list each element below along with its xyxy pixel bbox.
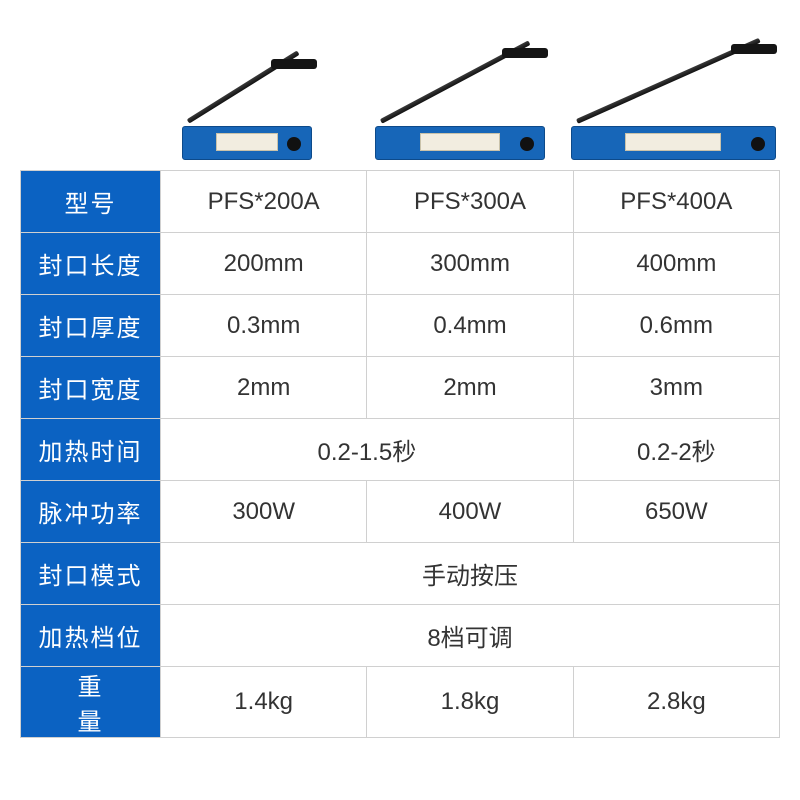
- spec-table: 型号PFS*200APFS*300APFS*400A封口长度200mm300mm…: [20, 170, 780, 738]
- product-image-pfs400a: [567, 50, 780, 160]
- table-row: 加热时间0.2-1.5秒0.2-2秒: [21, 419, 780, 481]
- table-row: 加热档位8档可调: [21, 605, 780, 667]
- table-cell: 0.2-2秒: [573, 419, 779, 481]
- table-cell: 2mm: [367, 357, 573, 419]
- table-cell: 200mm: [161, 233, 367, 295]
- table-row: 封口宽度2mm2mm3mm: [21, 357, 780, 419]
- product-image-pfs200a: [140, 50, 353, 160]
- table-cell: PFS*200A: [161, 171, 367, 233]
- row-label: 封口厚度: [21, 295, 161, 357]
- table-cell: 300mm: [367, 233, 573, 295]
- product-images-row: [0, 0, 800, 170]
- table-cell: 400W: [367, 481, 573, 543]
- row-label: 加热时间: [21, 419, 161, 481]
- product-image-pfs300a: [353, 50, 566, 160]
- table-row: 型号PFS*200APFS*300APFS*400A: [21, 171, 780, 233]
- table-row: 封口长度200mm300mm400mm: [21, 233, 780, 295]
- table-cell: 400mm: [573, 233, 779, 295]
- table-cell: 0.4mm: [367, 295, 573, 357]
- table-cell: 0.3mm: [161, 295, 367, 357]
- table-cell: 2mm: [161, 357, 367, 419]
- table-cell: PFS*300A: [367, 171, 573, 233]
- table-cell: 0.6mm: [573, 295, 779, 357]
- table-cell: PFS*400A: [573, 171, 779, 233]
- row-label: 脉冲功率: [21, 481, 161, 543]
- row-label: 加热档位: [21, 605, 161, 667]
- table-cell: 0.2-1.5秒: [161, 419, 574, 481]
- table-cell: 650W: [573, 481, 779, 543]
- row-label: 封口模式: [21, 543, 161, 605]
- table-cell: 1.8kg: [367, 667, 573, 738]
- table-row: 脉冲功率300W400W650W: [21, 481, 780, 543]
- table-row: 重 量1.4kg1.8kg2.8kg: [21, 667, 780, 738]
- table-cell: 2.8kg: [573, 667, 779, 738]
- row-label: 封口长度: [21, 233, 161, 295]
- table-cell: 手动按压: [161, 543, 780, 605]
- row-label: 重 量: [21, 667, 161, 738]
- table-row: 封口厚度0.3mm0.4mm0.6mm: [21, 295, 780, 357]
- table-cell: 300W: [161, 481, 367, 543]
- row-label: 封口宽度: [21, 357, 161, 419]
- table-cell: 3mm: [573, 357, 779, 419]
- table-cell: 8档可调: [161, 605, 780, 667]
- row-label: 型号: [21, 171, 161, 233]
- table-row: 封口模式手动按压: [21, 543, 780, 605]
- table-cell: 1.4kg: [161, 667, 367, 738]
